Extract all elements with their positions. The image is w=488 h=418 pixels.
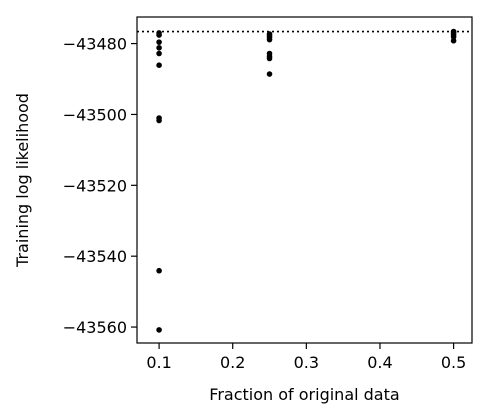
y-tick-label: −43480	[63, 35, 127, 54]
data-point	[156, 39, 162, 45]
data-point	[266, 55, 273, 62]
plot-frame	[136, 16, 473, 344]
data-point	[156, 45, 162, 51]
x-axis-title: Fraction of original data	[209, 385, 399, 404]
y-tick-label: −43540	[63, 247, 127, 266]
data-point	[156, 117, 162, 124]
data-point	[450, 34, 457, 40]
x-tick-label: 0.5	[441, 353, 466, 372]
x-tick-label: 0.2	[220, 353, 245, 372]
data-point	[266, 36, 273, 43]
x-tick-label: 0.4	[367, 353, 392, 372]
y-tick-label: −43500	[63, 105, 127, 124]
x-tick-label: 0.3	[294, 353, 319, 372]
data-point	[156, 50, 162, 57]
data-point	[156, 267, 162, 274]
x-axis: 0.1 0.2 0.3 0.4 0.5	[146, 343, 466, 372]
x-tick-label: 0.1	[146, 353, 171, 372]
data-point	[156, 62, 162, 68]
data-point	[266, 71, 273, 77]
data-point	[156, 327, 162, 333]
y-tick-label: −43520	[63, 176, 127, 195]
y-axis-title: Training log likelihood	[13, 93, 32, 268]
y-axis: −43480 −43500 −43520 −43540 −43560	[63, 35, 137, 337]
data-point	[156, 32, 162, 38]
data-point	[450, 37, 457, 44]
y-tick-label: −43560	[63, 318, 127, 337]
data-points	[156, 28, 457, 333]
